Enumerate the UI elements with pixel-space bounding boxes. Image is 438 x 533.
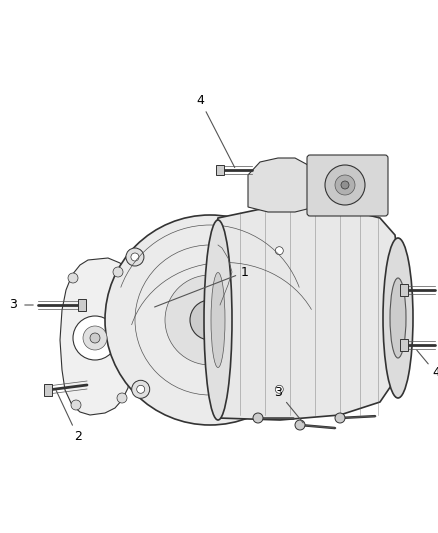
Text: 3: 3	[9, 298, 17, 311]
Polygon shape	[215, 205, 398, 420]
Circle shape	[90, 333, 100, 343]
Circle shape	[276, 385, 283, 393]
Circle shape	[137, 385, 145, 393]
Ellipse shape	[390, 278, 406, 358]
Circle shape	[117, 393, 127, 403]
Ellipse shape	[383, 238, 413, 398]
Circle shape	[335, 413, 345, 423]
Circle shape	[341, 181, 349, 189]
FancyBboxPatch shape	[307, 155, 388, 216]
Circle shape	[71, 400, 81, 410]
Polygon shape	[248, 158, 315, 212]
Circle shape	[270, 241, 288, 260]
Text: 3: 3	[274, 385, 303, 423]
Polygon shape	[60, 258, 130, 415]
Circle shape	[132, 381, 150, 398]
Text: 4: 4	[196, 93, 235, 167]
Circle shape	[68, 273, 78, 283]
Circle shape	[131, 253, 139, 261]
Circle shape	[83, 326, 107, 350]
Circle shape	[295, 420, 305, 430]
Circle shape	[165, 275, 255, 365]
Text: 2: 2	[56, 391, 82, 443]
Circle shape	[105, 215, 315, 425]
Ellipse shape	[211, 272, 225, 367]
Bar	[400, 339, 408, 351]
Ellipse shape	[204, 220, 232, 420]
Circle shape	[113, 267, 123, 277]
Circle shape	[253, 413, 263, 423]
Bar	[400, 284, 408, 296]
Circle shape	[335, 175, 355, 195]
Circle shape	[270, 381, 288, 398]
Bar	[78, 299, 86, 311]
Circle shape	[73, 316, 117, 360]
Circle shape	[325, 165, 365, 205]
Text: 4: 4	[432, 366, 438, 378]
Bar	[216, 165, 224, 175]
Text: 1: 1	[155, 265, 249, 307]
Circle shape	[190, 300, 230, 340]
Bar	[44, 384, 52, 396]
Circle shape	[126, 248, 144, 266]
Circle shape	[276, 247, 283, 255]
